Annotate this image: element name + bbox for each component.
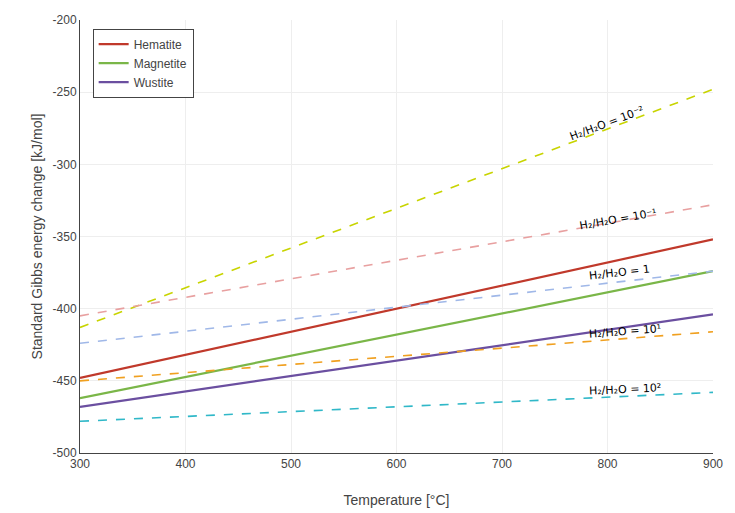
svg-text:H₂/H₂O = 10¹: H₂/H₂O = 10¹: [589, 322, 662, 341]
svg-text:-350: -350: [53, 230, 77, 244]
svg-text:H₂/H₂O = 10⁻²: H₂/H₂O = 10⁻²: [568, 104, 646, 144]
svg-text:500: 500: [281, 457, 301, 471]
svg-text:Hematite: Hematite: [134, 38, 182, 52]
svg-text:Temperature [°C]: Temperature [°C]: [344, 492, 450, 508]
svg-text:-300: -300: [53, 158, 77, 172]
svg-text:H₂/H₂O = 10⁻¹: H₂/H₂O = 10⁻¹: [579, 206, 658, 232]
svg-text:Standard Gibbs energy change [: Standard Gibbs energy change [kJ/mol]: [29, 114, 45, 360]
svg-text:H₂/H₂O = 10²: H₂/H₂O = 10²: [589, 381, 662, 397]
svg-text:600: 600: [386, 457, 406, 471]
svg-text:800: 800: [597, 457, 617, 471]
svg-text:-400: -400: [53, 302, 77, 316]
svg-text:400: 400: [175, 457, 195, 471]
svg-text:Wustite: Wustite: [134, 76, 174, 90]
svg-text:H₂/H₂O = 1: H₂/H₂O = 1: [588, 263, 650, 283]
svg-text:-500: -500: [53, 446, 77, 460]
svg-text:-450: -450: [53, 374, 77, 388]
svg-text:-200: -200: [53, 13, 77, 27]
svg-text:Magnetite: Magnetite: [134, 57, 187, 71]
svg-text:300: 300: [70, 457, 90, 471]
svg-text:900: 900: [703, 457, 723, 471]
svg-text:-250: -250: [53, 85, 77, 99]
svg-text:700: 700: [492, 457, 512, 471]
